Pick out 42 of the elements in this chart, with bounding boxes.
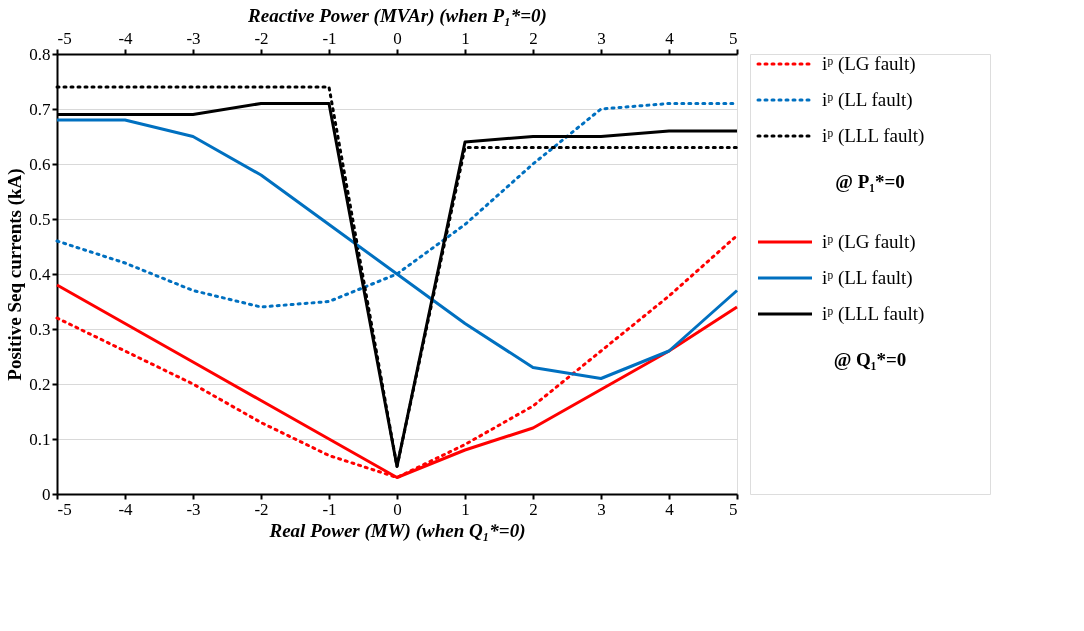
x-tick-label: 1 bbox=[461, 499, 470, 519]
x2-tick-label: 2 bbox=[529, 28, 538, 48]
x2-tick-label: 1 bbox=[461, 28, 470, 48]
x-tick-label: 5 bbox=[729, 499, 738, 519]
y-tick-label: 0.7 bbox=[29, 99, 51, 119]
x2-tick-label: 3 bbox=[597, 28, 606, 48]
x-tick-label: 2 bbox=[529, 499, 538, 519]
x-tick-label: -3 bbox=[186, 499, 201, 519]
y-tick-label: 0.5 bbox=[29, 209, 51, 229]
text: @ Q₁*=0 bbox=[833, 349, 907, 370]
x-tick-label: -1 bbox=[322, 499, 337, 519]
x-axis-title: Real Power (MW) (when Q₁*=0) bbox=[268, 519, 526, 542]
y-tick-label: 0.2 bbox=[29, 374, 51, 394]
legend-label: iᵖ (LG fault) bbox=[822, 53, 916, 75]
x2-tick-label: -4 bbox=[118, 28, 134, 48]
y-tick-label: 0.3 bbox=[29, 319, 51, 339]
x2-tick-label: -1 bbox=[322, 28, 337, 48]
y-tick-label: 0.4 bbox=[29, 264, 51, 284]
x2-tick-label: -5 bbox=[57, 28, 72, 48]
x2-tick-label: -3 bbox=[186, 28, 201, 48]
legend-label: iᵖ (LL fault) bbox=[822, 89, 913, 111]
x2-tick-label: 5 bbox=[729, 28, 738, 48]
x2-tick-label: 4 bbox=[665, 28, 675, 48]
y-tick-label: 0.8 bbox=[29, 44, 51, 64]
y-tick-label: 0.1 bbox=[29, 429, 51, 449]
x-tick-label: 0 bbox=[393, 499, 402, 519]
x2-tick-label: -2 bbox=[254, 28, 269, 48]
x-tick-label: -2 bbox=[254, 499, 269, 519]
y-tick-label: 0.6 bbox=[29, 154, 51, 174]
legend-label: iᵖ (LG fault) bbox=[822, 231, 916, 253]
x-tick-label: 3 bbox=[597, 499, 606, 519]
legend-label: iᵖ (LLL fault) bbox=[822, 303, 925, 325]
text: @ P₁*=0 bbox=[835, 171, 905, 192]
x2-axis-title: Reactive Power (MVAr) (when P₁*=0) bbox=[247, 4, 547, 27]
legend-label: iᵖ (LLL fault) bbox=[822, 125, 925, 147]
y-tick-label: 0 bbox=[42, 484, 51, 504]
x-tick-label: 4 bbox=[665, 499, 675, 519]
x2-tick-label: 0 bbox=[393, 28, 402, 48]
y-axis-title: Positive Seq currents (kA) bbox=[4, 168, 27, 381]
x-tick-label: -5 bbox=[57, 499, 72, 519]
x-tick-label: -4 bbox=[118, 499, 134, 519]
legend-label: iᵖ (LL fault) bbox=[822, 267, 913, 289]
